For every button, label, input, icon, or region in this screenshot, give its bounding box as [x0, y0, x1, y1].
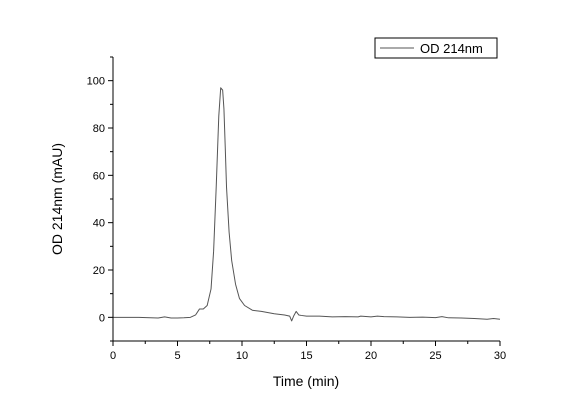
x-tick-label: 30 — [494, 350, 506, 362]
x-tick-label: 0 — [110, 350, 116, 362]
series-line-0 — [113, 87, 501, 322]
y-tick-label: 60 — [93, 170, 105, 182]
legend: OD 214nm — [374, 37, 498, 59]
x-tick-label: 5 — [174, 350, 180, 362]
y-axis-title: OD 214nm (mAU) — [49, 143, 65, 255]
legend-box — [374, 37, 498, 59]
y-tick-label: 80 — [93, 123, 105, 135]
x-tick-label: 25 — [429, 350, 441, 362]
y-tick-label: 40 — [93, 218, 105, 230]
y-tick-label: 20 — [93, 265, 105, 277]
x-tick-label: 15 — [300, 350, 312, 362]
legend-label: OD 214nm — [420, 41, 483, 56]
x-tick-label: 20 — [365, 350, 377, 362]
x-axis-title: Time (min) — [273, 373, 339, 389]
plot-area — [113, 87, 501, 322]
axes — [112, 57, 500, 342]
tick-group: 0 20 40 60 80 100 0 5 10 15 20 25 30 — [87, 56, 506, 362]
x-tick-label: 10 — [236, 350, 248, 362]
y-tick-label: 0 — [99, 312, 105, 324]
y-tick-label: 100 — [87, 76, 105, 88]
